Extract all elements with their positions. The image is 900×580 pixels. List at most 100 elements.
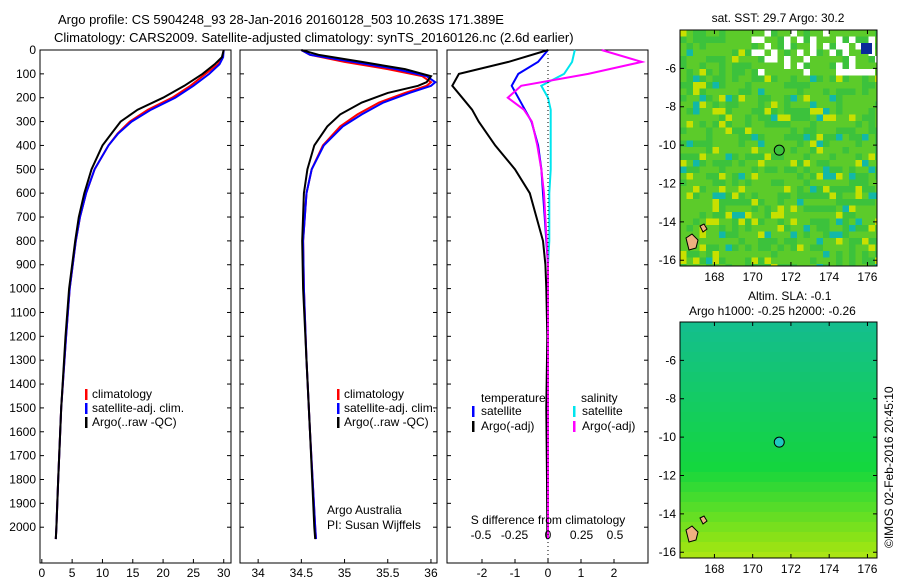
map-cell (777, 264, 784, 266)
map-cell (790, 482, 800, 492)
map-cell (830, 432, 840, 442)
map-cell (680, 225, 687, 232)
map-cell (690, 462, 700, 472)
map-cell (780, 502, 790, 512)
map-cell (784, 108, 791, 115)
map-cell (800, 502, 810, 512)
map-cell (829, 238, 836, 245)
map-cell (803, 49, 810, 56)
map-cell (770, 452, 780, 462)
x2-tick-label: 0 (545, 528, 552, 542)
map-cell (680, 108, 687, 115)
map-cell (816, 36, 823, 43)
map-cell (862, 166, 869, 173)
map-cell (751, 134, 758, 141)
map-cell (784, 199, 791, 206)
map-cell (836, 114, 843, 121)
x-tick-label: 20 (156, 566, 170, 580)
map-cell (849, 160, 856, 167)
map-cell (855, 43, 862, 50)
map-cell (842, 88, 849, 95)
map-cell (706, 30, 713, 37)
map-cell (777, 82, 784, 89)
map-cell (862, 140, 869, 147)
map-cell (758, 82, 765, 89)
map-cell (751, 231, 758, 238)
map-cell (850, 472, 860, 482)
map-cell (855, 49, 862, 56)
map-cell (840, 392, 850, 402)
map-cell (693, 205, 700, 212)
map-cell (823, 62, 830, 69)
map-cell (797, 121, 804, 128)
series-line-argo-raw-qc- (54, 49, 225, 540)
map-cell (720, 352, 730, 362)
map-cell (823, 173, 830, 180)
map-cell (680, 121, 687, 128)
map-cell (712, 49, 719, 56)
map-cell (719, 212, 726, 219)
map-cell (725, 160, 732, 167)
map-cell (840, 472, 850, 482)
legend-swatch (573, 421, 576, 432)
map-cell (706, 251, 713, 258)
map-cell (842, 134, 849, 141)
map-cell (836, 257, 843, 264)
map-cell (810, 56, 817, 63)
map-cell (725, 166, 732, 173)
map-cell (764, 56, 771, 63)
map-cell (738, 166, 745, 173)
map-cell (875, 114, 877, 121)
map-cell (810, 36, 817, 43)
map-cell (803, 192, 810, 199)
map-cell (732, 173, 739, 180)
map-cell (710, 452, 720, 462)
map-cell (860, 512, 870, 522)
map-cell (862, 36, 869, 43)
map-cell (816, 95, 823, 102)
map-cell (842, 238, 849, 245)
y-tick-label: 300 (16, 115, 36, 129)
map-cell (816, 264, 823, 266)
map-cell (732, 140, 739, 147)
x-tick-label: 10 (96, 566, 110, 580)
map-cell (758, 127, 765, 134)
map-cell (840, 502, 850, 512)
map-cell (740, 332, 750, 342)
map-cell (790, 186, 797, 193)
map-cell (719, 173, 726, 180)
map-cell (829, 69, 836, 76)
map-cell (732, 212, 739, 219)
map-cell (790, 238, 797, 245)
map-cell (870, 462, 877, 472)
map-cell (686, 82, 693, 89)
map-cell (840, 322, 850, 332)
map-cell (797, 43, 804, 50)
map-cell (842, 69, 849, 76)
map-cell (830, 392, 840, 402)
map-cell (680, 472, 690, 482)
map-cell (686, 186, 693, 193)
map-cell (706, 199, 713, 206)
map-cell (725, 134, 732, 141)
map-cell (803, 153, 810, 160)
map-cell (680, 36, 687, 43)
map-cell (816, 166, 823, 173)
map-cell (849, 134, 856, 141)
map-cell (760, 432, 770, 442)
lat-tick-label: -14 (659, 507, 677, 521)
map-cell (823, 251, 830, 258)
map-cell (720, 322, 730, 332)
map-cell (719, 179, 726, 186)
map-cell (810, 160, 817, 167)
map-cell (868, 36, 875, 43)
map-cell (770, 442, 780, 452)
x2-tick-label: -0.25 (501, 528, 529, 542)
map-cell (855, 88, 862, 95)
map-cell (810, 43, 817, 50)
map-cell (790, 114, 797, 121)
map-cell (771, 166, 778, 173)
map-cell (720, 472, 730, 482)
map-cell (777, 192, 784, 199)
map-cell (810, 502, 820, 512)
